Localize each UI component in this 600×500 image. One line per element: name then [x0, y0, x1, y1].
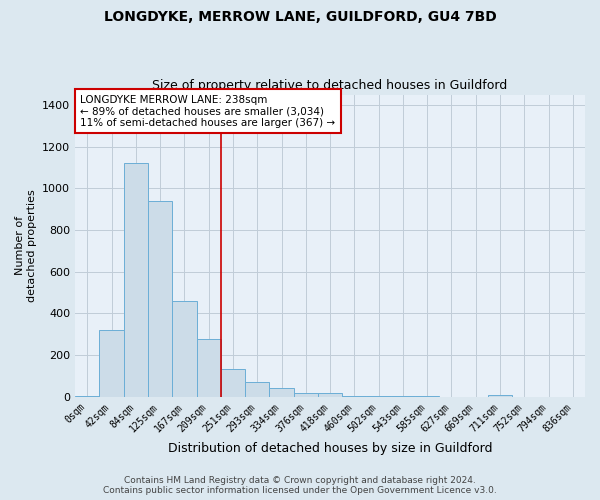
Bar: [221, 368, 245, 397]
Bar: [318, 392, 342, 397]
Bar: [342, 396, 367, 397]
Text: Contains HM Land Registry data © Crown copyright and database right 2024.
Contai: Contains HM Land Registry data © Crown c…: [103, 476, 497, 495]
Bar: [269, 388, 293, 397]
Bar: [100, 330, 124, 397]
Bar: [293, 392, 318, 397]
Bar: [75, 396, 100, 397]
Bar: [172, 301, 197, 397]
Bar: [367, 396, 391, 397]
Bar: [415, 396, 439, 397]
X-axis label: Distribution of detached houses by size in Guildford: Distribution of detached houses by size …: [168, 442, 493, 455]
Title: Size of property relative to detached houses in Guildford: Size of property relative to detached ho…: [152, 79, 508, 92]
Bar: [148, 201, 172, 397]
Bar: [245, 382, 269, 397]
Text: LONGDYKE, MERROW LANE, GUILDFORD, GU4 7BD: LONGDYKE, MERROW LANE, GUILDFORD, GU4 7B…: [104, 10, 496, 24]
Bar: [197, 340, 221, 397]
Bar: [124, 164, 148, 397]
Bar: [391, 396, 415, 397]
Y-axis label: Number of
detached properties: Number of detached properties: [15, 190, 37, 302]
Text: LONGDYKE MERROW LANE: 238sqm
← 89% of detached houses are smaller (3,034)
11% of: LONGDYKE MERROW LANE: 238sqm ← 89% of de…: [80, 94, 335, 128]
Bar: [488, 395, 512, 397]
